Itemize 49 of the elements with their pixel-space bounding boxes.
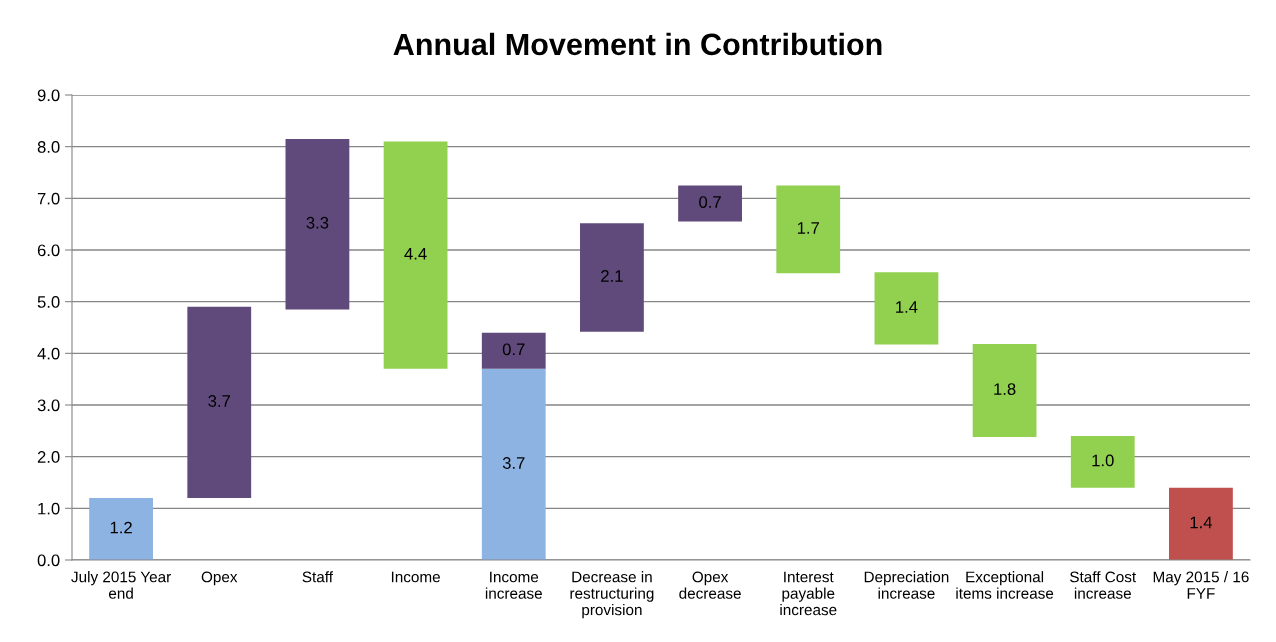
y-tick-label: 8.0: [37, 141, 60, 153]
data-label: 1.2: [110, 521, 132, 534]
x-tick-label: Income: [391, 571, 440, 583]
x-tick-label: Staff: [302, 571, 334, 583]
data-label: 0.7: [502, 343, 525, 356]
bar: [776, 185, 841, 274]
x-tick-label: Interest payable increase: [780, 571, 837, 616]
data-label: 1.4: [896, 301, 918, 313]
x-tick-label: July 2015 Year end: [71, 571, 171, 599]
data-label: 3.3: [306, 216, 329, 229]
x-tick-label: Income increase: [485, 571, 542, 599]
bar: [481, 332, 546, 369]
x-tick-label: Opex: [201, 571, 238, 586]
bar: [1169, 487, 1233, 560]
bar: [89, 498, 153, 560]
y-tick-label: 2.0: [37, 451, 60, 463]
data-label: 2.1: [601, 270, 623, 282]
bar: [1070, 436, 1135, 488]
chart-title: Annual Movement in Contribution: [393, 32, 882, 56]
y-tick-label: 3.0: [37, 399, 60, 412]
bar: [481, 368, 546, 560]
bar: [187, 306, 252, 498]
bar: [580, 223, 644, 332]
x-tick-label: Staff Cost increase: [1070, 571, 1137, 599]
y-tick-label: 9.0: [37, 89, 60, 102]
y-tick-label: 0.0: [37, 554, 60, 567]
data-label: 0.7: [699, 196, 721, 208]
data-label: 1.4: [1190, 516, 1213, 529]
bar: [972, 344, 1037, 438]
data-label: 3.7: [502, 457, 525, 469]
y-tick-label: 7.0: [37, 192, 60, 205]
x-tick-label: Decrease in restructuring provision: [570, 571, 654, 619]
data-label: 1.0: [1092, 454, 1114, 467]
x-tick-label: May 2015 / 16 FYF: [1153, 571, 1249, 599]
data-label: 1.7: [797, 222, 819, 234]
x-tick-label: Opex decrease: [679, 571, 741, 599]
y-tick-label: 1.0: [38, 502, 60, 515]
y-tick-label: 4.0: [37, 347, 60, 360]
bar: [383, 141, 448, 369]
data-label: 1.8: [994, 383, 1016, 396]
y-tick-label: 6.0: [37, 244, 60, 257]
x-tick-label: Depreciation increase: [864, 571, 949, 599]
data-label: 4.4: [404, 248, 427, 260]
bar: [285, 138, 350, 310]
y-tick-label: 5.0: [37, 296, 60, 308]
bar: [678, 185, 742, 222]
x-tick-label: Exceptional items increase: [956, 571, 1054, 599]
data-label: 3.7: [208, 395, 230, 407]
bar: [874, 272, 939, 345]
